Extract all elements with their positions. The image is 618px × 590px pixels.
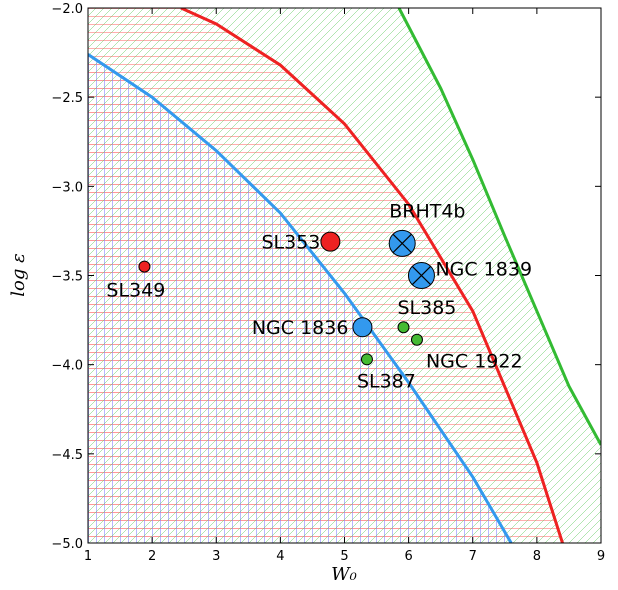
y-tick-label: −2.0 (51, 2, 83, 17)
boundary-curve-2 (397, 8, 601, 446)
y-tick-label: −4.0 (51, 359, 83, 374)
y-tick-label: −5.0 (51, 537, 83, 552)
x-tick-label: 7 (469, 549, 477, 564)
plot-frame (87, 7, 602, 544)
y-tick-label: −2.5 (51, 91, 83, 106)
boundary-curve-0 (88, 53, 513, 543)
x-tick-label: 6 (404, 549, 412, 564)
point-ngc-1836 (352, 317, 373, 338)
label-ngc-1922: NGC 1922 (426, 351, 523, 373)
point-cross-ngc-1839 (411, 265, 432, 286)
label-ngc-1839: NGC 1839 (435, 259, 532, 281)
data-points (138, 229, 435, 366)
x-tick-label: 2 (148, 549, 156, 564)
x-axis-label-text: W₀ (331, 564, 357, 585)
x-tick-label: 1 (84, 549, 92, 564)
label-sl349: SL349 (106, 280, 165, 302)
y-tick-label: −3.5 (51, 270, 83, 285)
label-sl353: SL353 (261, 232, 320, 254)
y-axis-label: log ε (8, 253, 29, 297)
label-ngc-1836: NGC 1836 (252, 317, 349, 339)
y-tick-label: −4.5 (51, 448, 83, 463)
x-tick-label: 9 (597, 549, 605, 564)
point-sl387 (360, 353, 373, 366)
point-labels: SL349 SL353 BRHT4b NGC 1839 NGC 1836 SL385 NGC… (106, 200, 532, 392)
boundary-curve-1 (180, 8, 564, 543)
boundary-curves (88, 8, 601, 543)
x-axis-label: W₀ (331, 564, 357, 585)
x-tick-label: 4 (276, 549, 284, 564)
point-sl349 (138, 260, 151, 273)
x-tick-label: 8 (533, 549, 541, 564)
axis-ticks: 1 2 3 4 5 6 7 8 9 −2.0 −2.5 −3.0 −3.5 −4.0 −4.5 −5.0 (51, 2, 605, 564)
point-ngc-1922 (410, 333, 423, 346)
label-sl385: SL385 (397, 297, 456, 319)
label-sl387: SL387 (357, 370, 416, 392)
y-axis-label-text: log ε (8, 253, 29, 297)
label-brht4b: BRHT4b (389, 200, 465, 222)
point-sl353 (320, 231, 341, 252)
x-tick-label: 5 (340, 549, 348, 564)
y-tick-label: −3.0 (51, 180, 83, 195)
point-cross-brht4b (392, 233, 412, 254)
x-tick-label: 3 (212, 549, 220, 564)
point-sl385 (397, 321, 410, 334)
hatched-region-0 (88, 8, 512, 543)
